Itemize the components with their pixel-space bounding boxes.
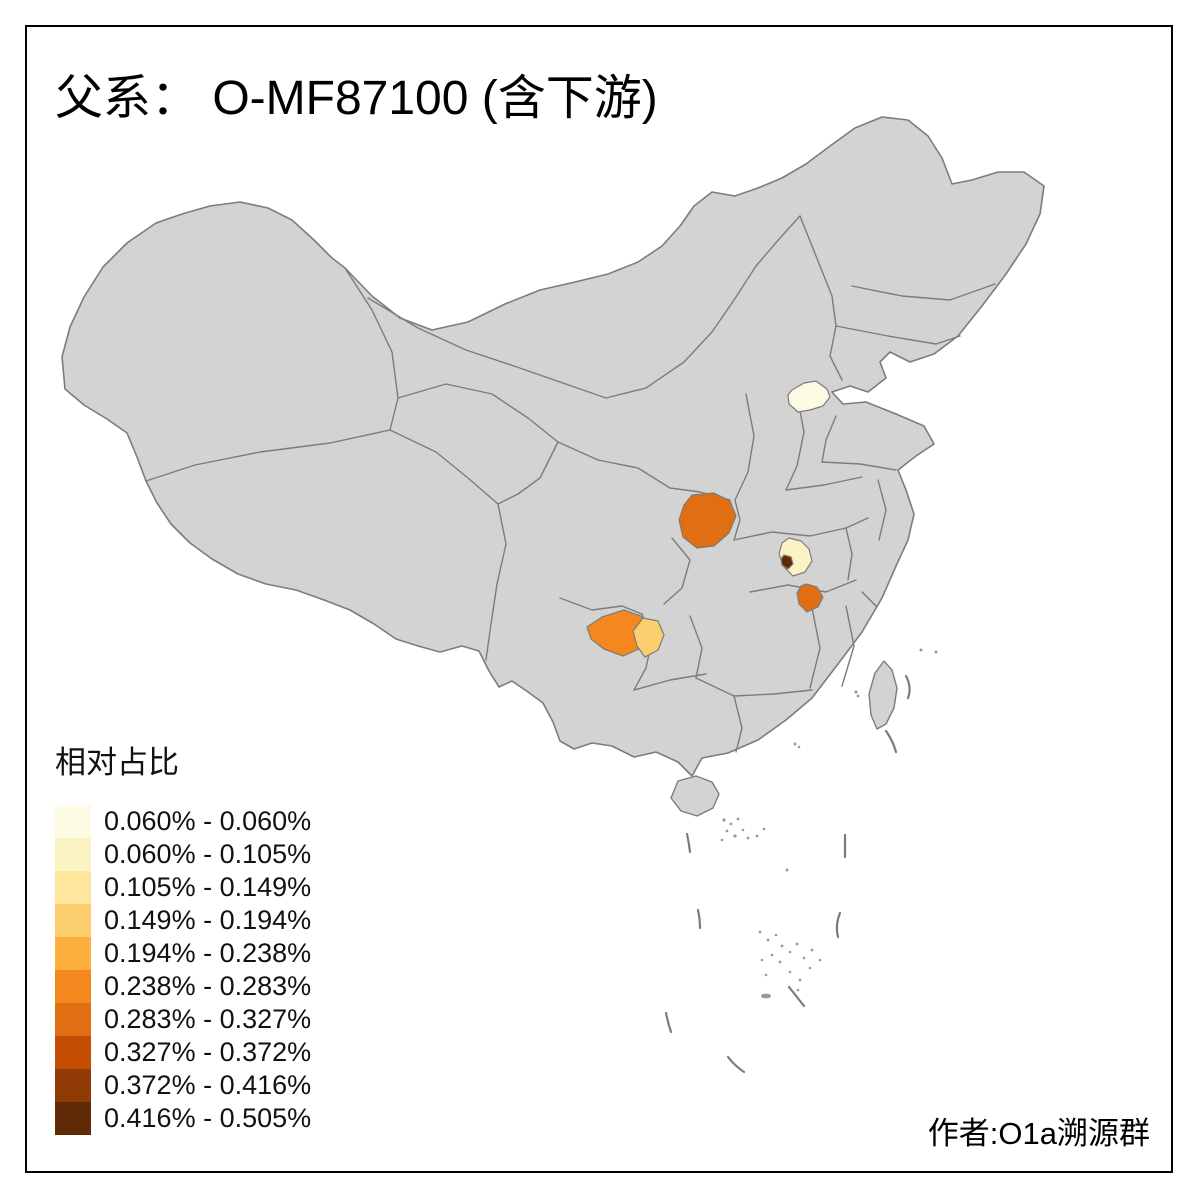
legend-label: 0.149% - 0.194%: [104, 905, 312, 935]
legend-label: 0.372% - 0.416%: [104, 1070, 312, 1100]
legend-row: 0.060% - 0.105%: [55, 838, 311, 871]
legend-label: 0.105% - 0.149%: [104, 872, 312, 902]
legend-label: 0.060% - 0.060%: [104, 806, 312, 836]
legend-label: 0.283% - 0.327%: [104, 1004, 312, 1034]
colored-region-palest: [787, 380, 831, 413]
attribution-text: 作者:O1a溯源群: [927, 1116, 1150, 1151]
legend-label: 0.416% - 0.505%: [104, 1103, 312, 1133]
legend-label: 0.060% - 0.105%: [104, 839, 312, 869]
nine-dash-line: [664, 674, 911, 1074]
legend-rows: 0.060% - 0.060% 0.060% - 0.105% 0.105% - 0…: [55, 805, 311, 1135]
taiwan-island: [868, 660, 898, 730]
legend-row: 0.060% - 0.060%: [55, 805, 311, 838]
colored-regions: [586, 380, 831, 658]
page-title: 父系： O-MF87100 (含下游): [55, 72, 658, 125]
legend-row: 0.372% - 0.416%: [55, 1069, 311, 1102]
hainan-island: [670, 775, 720, 817]
legend-row: 0.149% - 0.194%: [55, 904, 311, 937]
china-mainland: [61, 116, 1045, 777]
legend-label: 0.194% - 0.238%: [104, 938, 312, 968]
legend-row: 0.416% - 0.505%: [55, 1102, 311, 1135]
legend-row: 0.238% - 0.283%: [55, 970, 311, 1003]
legend-title: 相对占比: [55, 745, 179, 780]
legend-label: 0.327% - 0.372%: [104, 1037, 312, 1067]
legend-row: 0.194% - 0.238%: [55, 937, 311, 970]
legend-swatch: [55, 970, 91, 1003]
legend-swatch: [55, 1069, 91, 1102]
legend-swatch: [55, 1036, 91, 1069]
legend: 相对占比 0.060% - 0.060% 0.060% - 0.105% 0.105…: [55, 745, 311, 1135]
legend-swatch: [55, 805, 91, 838]
legend-swatch: [55, 1102, 91, 1135]
legend-swatch: [55, 937, 91, 970]
legend-swatch: [55, 1003, 91, 1036]
legend-row: 0.283% - 0.327%: [55, 1003, 311, 1036]
colored-region-light-orange: [632, 617, 665, 658]
colored-region-dark-brown: [780, 554, 794, 570]
south-china-sea-islands: [720, 648, 938, 999]
legend-label: 0.238% - 0.283%: [104, 971, 312, 1001]
legend-row: 0.327% - 0.372%: [55, 1036, 311, 1069]
legend-row: 0.105% - 0.149%: [55, 871, 311, 904]
province-borders: [145, 215, 996, 753]
legend-swatch: [55, 904, 91, 937]
colored-region-orange-west: [678, 492, 737, 549]
legend-swatch: [55, 871, 91, 904]
colored-region-orange-south: [796, 583, 824, 613]
colored-region-bright-orange: [586, 609, 649, 657]
legend-swatch: [55, 838, 91, 871]
